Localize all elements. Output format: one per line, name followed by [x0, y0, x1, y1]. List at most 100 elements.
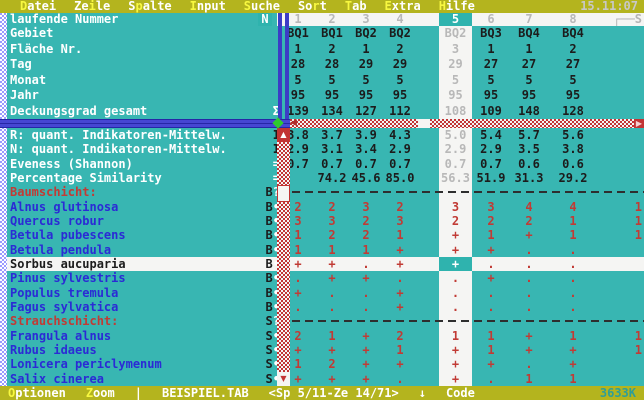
- cell[interactable]: BQ1: [321, 26, 343, 40]
- cell[interactable]: 5.7: [518, 128, 540, 142]
- cell[interactable]: 0.7: [321, 156, 343, 171]
- selected-column-cell[interactable]: 1: [439, 328, 472, 343]
- menu-item[interactable]: Suche: [244, 0, 280, 13]
- row-label[interactable]: R: quant. Indikatoren-Mittelw.: [10, 128, 227, 142]
- cell[interactable]: 128: [562, 103, 584, 118]
- cell[interactable]: +: [328, 257, 336, 271]
- row-label[interactable]: Fagus sylvatica: [10, 300, 119, 314]
- vertical-scrollbar[interactable]: ▲ ▼: [277, 128, 290, 386]
- row-label[interactable]: Quercus robur: [10, 214, 104, 228]
- cell[interactable]: 45.6: [351, 171, 381, 185]
- selected-column-cell[interactable]: 95: [439, 88, 472, 104]
- cell[interactable]: 0.6: [518, 156, 540, 171]
- selected-column-cell[interactable]: 3: [439, 199, 472, 214]
- cell[interactable]: +: [569, 343, 577, 357]
- row-label[interactable]: Strauchschicht:: [10, 314, 119, 329]
- selected-column-cell[interactable]: BQ2: [439, 26, 472, 42]
- cell[interactable]: 74.2: [317, 171, 347, 185]
- cell[interactable]: 1: [362, 41, 370, 56]
- selected-column-cell[interactable]: +: [439, 343, 472, 358]
- cell[interactable]: 0.7: [389, 156, 411, 171]
- selected-column-cell[interactable]: 2.9: [439, 142, 472, 157]
- cell[interactable]: 3: [328, 214, 336, 228]
- cell[interactable]: +: [328, 371, 336, 386]
- cell[interactable]: .: [294, 300, 302, 314]
- cell[interactable]: 28: [324, 57, 340, 71]
- column-header[interactable]: 7: [525, 13, 533, 26]
- cell[interactable]: +: [487, 242, 495, 257]
- row-label[interactable]: Populus tremula: [10, 285, 119, 300]
- cell[interactable]: 2: [294, 199, 302, 214]
- cell[interactable]: 109: [480, 103, 502, 118]
- overflow-column-cell[interactable]: 1: [634, 199, 642, 214]
- cell[interactable]: 1: [362, 242, 370, 257]
- horizontal-scroll-thumb[interactable]: [418, 119, 430, 128]
- menu-item[interactable]: Sort: [298, 0, 327, 13]
- cell[interactable]: 95: [392, 88, 408, 102]
- cell[interactable]: .: [525, 357, 533, 372]
- cell[interactable]: 5: [569, 72, 577, 87]
- menu-item[interactable]: Input: [190, 0, 226, 13]
- menu-item[interactable]: Spalte: [128, 0, 171, 13]
- cell[interactable]: +: [294, 371, 302, 386]
- cell[interactable]: 2: [328, 199, 336, 214]
- column-header[interactable]: 2: [328, 13, 336, 26]
- cell[interactable]: 28: [290, 57, 306, 71]
- cell[interactable]: 148: [518, 103, 540, 118]
- cell[interactable]: .: [487, 300, 495, 314]
- row-label[interactable]: Gebiet: [10, 26, 54, 40]
- cell[interactable]: +: [294, 285, 302, 300]
- cell[interactable]: 0.7: [480, 156, 502, 171]
- selected-column-cell[interactable]: 5: [439, 72, 472, 88]
- overflow-column-cell[interactable]: 1: [634, 343, 642, 357]
- cell[interactable]: 1: [294, 41, 302, 56]
- overflow-column-cell[interactable]: 1: [634, 214, 642, 228]
- cell[interactable]: +: [396, 257, 404, 271]
- cell[interactable]: .: [487, 371, 495, 386]
- cell[interactable]: 2: [362, 228, 370, 243]
- cell[interactable]: 5: [487, 72, 495, 87]
- menu-item[interactable]: Datei: [20, 0, 56, 13]
- row-label[interactable]: laufende Nummer: [10, 13, 119, 26]
- cell[interactable]: 3.5: [518, 142, 540, 157]
- cell[interactable]: 1: [525, 371, 533, 386]
- cell[interactable]: +: [362, 357, 370, 372]
- overflow-column-cell[interactable]: 1: [634, 228, 642, 243]
- cell[interactable]: 1: [487, 328, 495, 343]
- cell[interactable]: 1: [569, 371, 577, 386]
- column-header[interactable]: 8: [569, 13, 577, 26]
- cell[interactable]: 2: [525, 214, 533, 228]
- selected-column-cell[interactable]: 29: [439, 57, 472, 73]
- cell[interactable]: +: [487, 271, 495, 286]
- cell[interactable]: +: [396, 357, 404, 372]
- cell[interactable]: 3: [362, 199, 370, 214]
- selected-column-cell[interactable]: 5.0: [439, 128, 472, 143]
- overflow-column-cell[interactable]: 1: [634, 328, 642, 343]
- cell[interactable]: 2.9: [480, 142, 502, 157]
- row-label[interactable]: Jahr: [10, 88, 39, 102]
- cell[interactable]: .: [328, 285, 336, 300]
- selected-column-header[interactable]: 5: [439, 13, 472, 26]
- selected-column-cell[interactable]: .: [439, 300, 472, 315]
- cell[interactable]: 112: [389, 103, 411, 118]
- scroll-left-icon[interactable]: ◀: [290, 118, 297, 128]
- cell[interactable]: 0.7: [355, 156, 377, 171]
- cell[interactable]: .: [525, 257, 533, 271]
- cell[interactable]: 5.6: [562, 128, 584, 142]
- cell[interactable]: 1: [487, 343, 495, 357]
- selected-column-cell[interactable]: 0.7: [439, 156, 472, 171]
- cell[interactable]: +: [396, 285, 404, 300]
- row-label[interactable]: Betula pendula: [10, 242, 112, 257]
- cell[interactable]: 0.6: [562, 156, 584, 171]
- cell[interactable]: .: [396, 271, 404, 286]
- cell[interactable]: 85.0: [385, 171, 415, 185]
- cell[interactable]: 5: [396, 72, 404, 87]
- cell[interactable]: +: [362, 328, 370, 343]
- menu-item[interactable]: Zeile: [74, 0, 110, 13]
- cell[interactable]: +: [487, 357, 495, 372]
- selected-column-cell[interactable]: +: [439, 257, 472, 272]
- selected-column-cell[interactable]: +: [439, 242, 472, 257]
- cell[interactable]: .: [569, 257, 577, 271]
- cell[interactable]: 31.3: [514, 171, 544, 185]
- cell[interactable]: .: [525, 271, 533, 286]
